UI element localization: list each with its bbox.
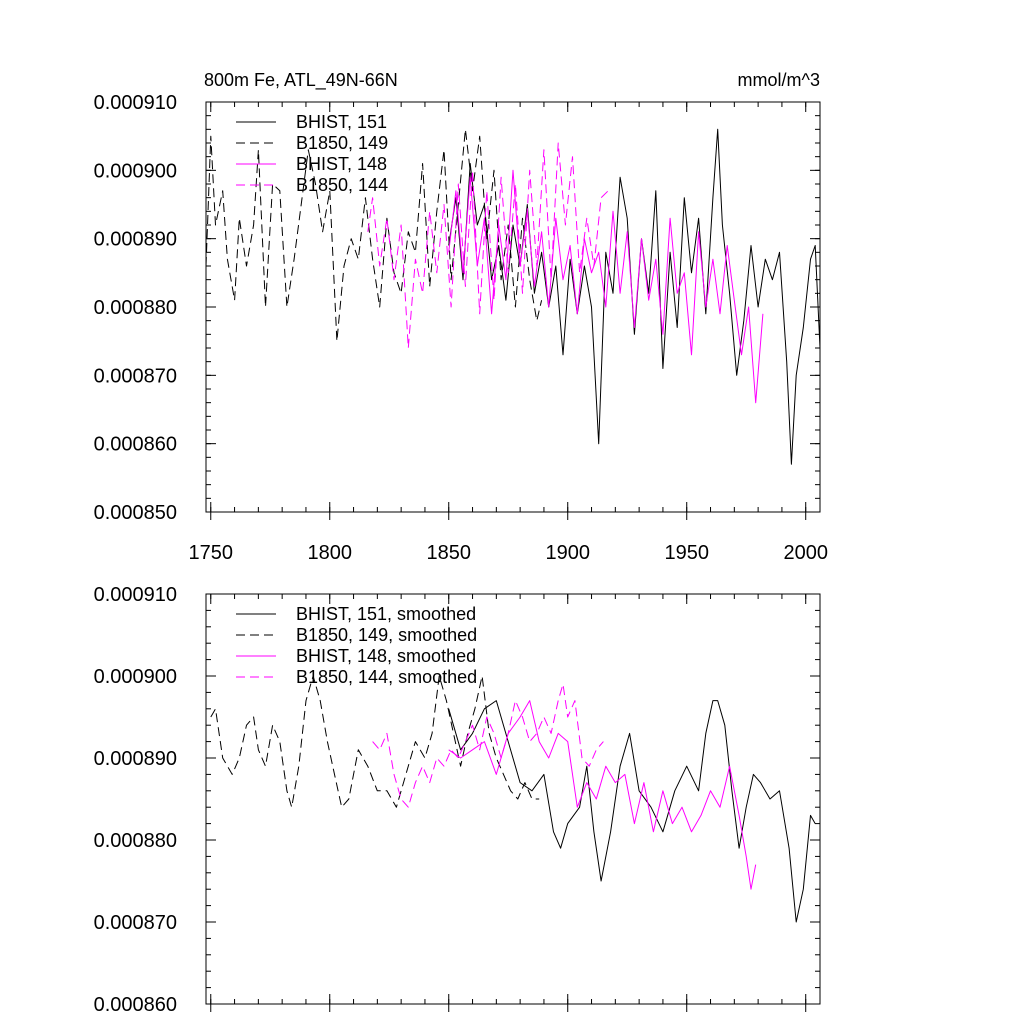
y-tick-label: 0.000910 [94, 584, 177, 606]
series-line-1 [448, 128, 820, 465]
legend-label-2: B1850, 149 [296, 133, 388, 153]
x-tick-label: 1850 [426, 542, 471, 564]
y-tick-label: 0.000910 [94, 92, 177, 114]
series-line-4 [367, 142, 609, 349]
y-tick-label: 0.000870 [94, 912, 177, 934]
y-tick-label: 0.000860 [94, 434, 177, 456]
y-tick-label: 0.000880 [94, 297, 177, 319]
legend-label-1: BHIST, 151 [296, 112, 387, 132]
y-tick-label: 0.000850 [94, 502, 177, 524]
y-tick-label: 0.000900 [94, 160, 177, 182]
series-line-3 [448, 169, 764, 404]
y-tick-label: 0.000890 [94, 748, 177, 770]
x-tick-label: 1950 [664, 542, 709, 564]
legend-label-2: B1850, 149, smoothed [296, 625, 477, 645]
y-tick-label: 0.000860 [94, 994, 177, 1016]
y-tick-label: 0.000880 [94, 830, 177, 852]
legend-label-3: BHIST, 148 [296, 154, 387, 174]
series-line-3 [448, 700, 757, 890]
y-tick-label: 0.000900 [94, 666, 177, 688]
x-tick-label: 2000 [783, 542, 828, 564]
series-line-1 [448, 700, 816, 923]
series-line-4 [372, 683, 604, 808]
legend-label-4: B1850, 144, smoothed [296, 667, 477, 687]
series-line-2 [206, 128, 543, 342]
y-tick-label: 0.000870 [94, 365, 177, 387]
legend-label-3: BHIST, 148, smoothed [296, 646, 476, 666]
x-tick-label: 1800 [308, 542, 353, 564]
legend-label-1: BHIST, 151, smoothed [296, 604, 476, 624]
bottom-panel: 0.000860 0.000870 0.000880 0.000890 0.000900… [94, 584, 821, 1016]
x-tick-label: 1750 [189, 542, 234, 564]
series-line-2 [210, 675, 540, 808]
x-tick-label: 1900 [545, 542, 590, 564]
series-lines [206, 128, 820, 465]
series-lines [210, 675, 816, 923]
legend-label-4: B1850, 144 [296, 175, 388, 195]
plot-frame [205, 593, 821, 1005]
units-label: mmol/m^3 [738, 70, 820, 90]
y-tick-label: 0.000890 [94, 229, 177, 251]
top-panel: 1750 1800 1850 1900 1950 2000 0.000850 0.000860… [94, 92, 828, 564]
chart-title: 800m Fe, ATL_49N-66N [204, 70, 398, 91]
